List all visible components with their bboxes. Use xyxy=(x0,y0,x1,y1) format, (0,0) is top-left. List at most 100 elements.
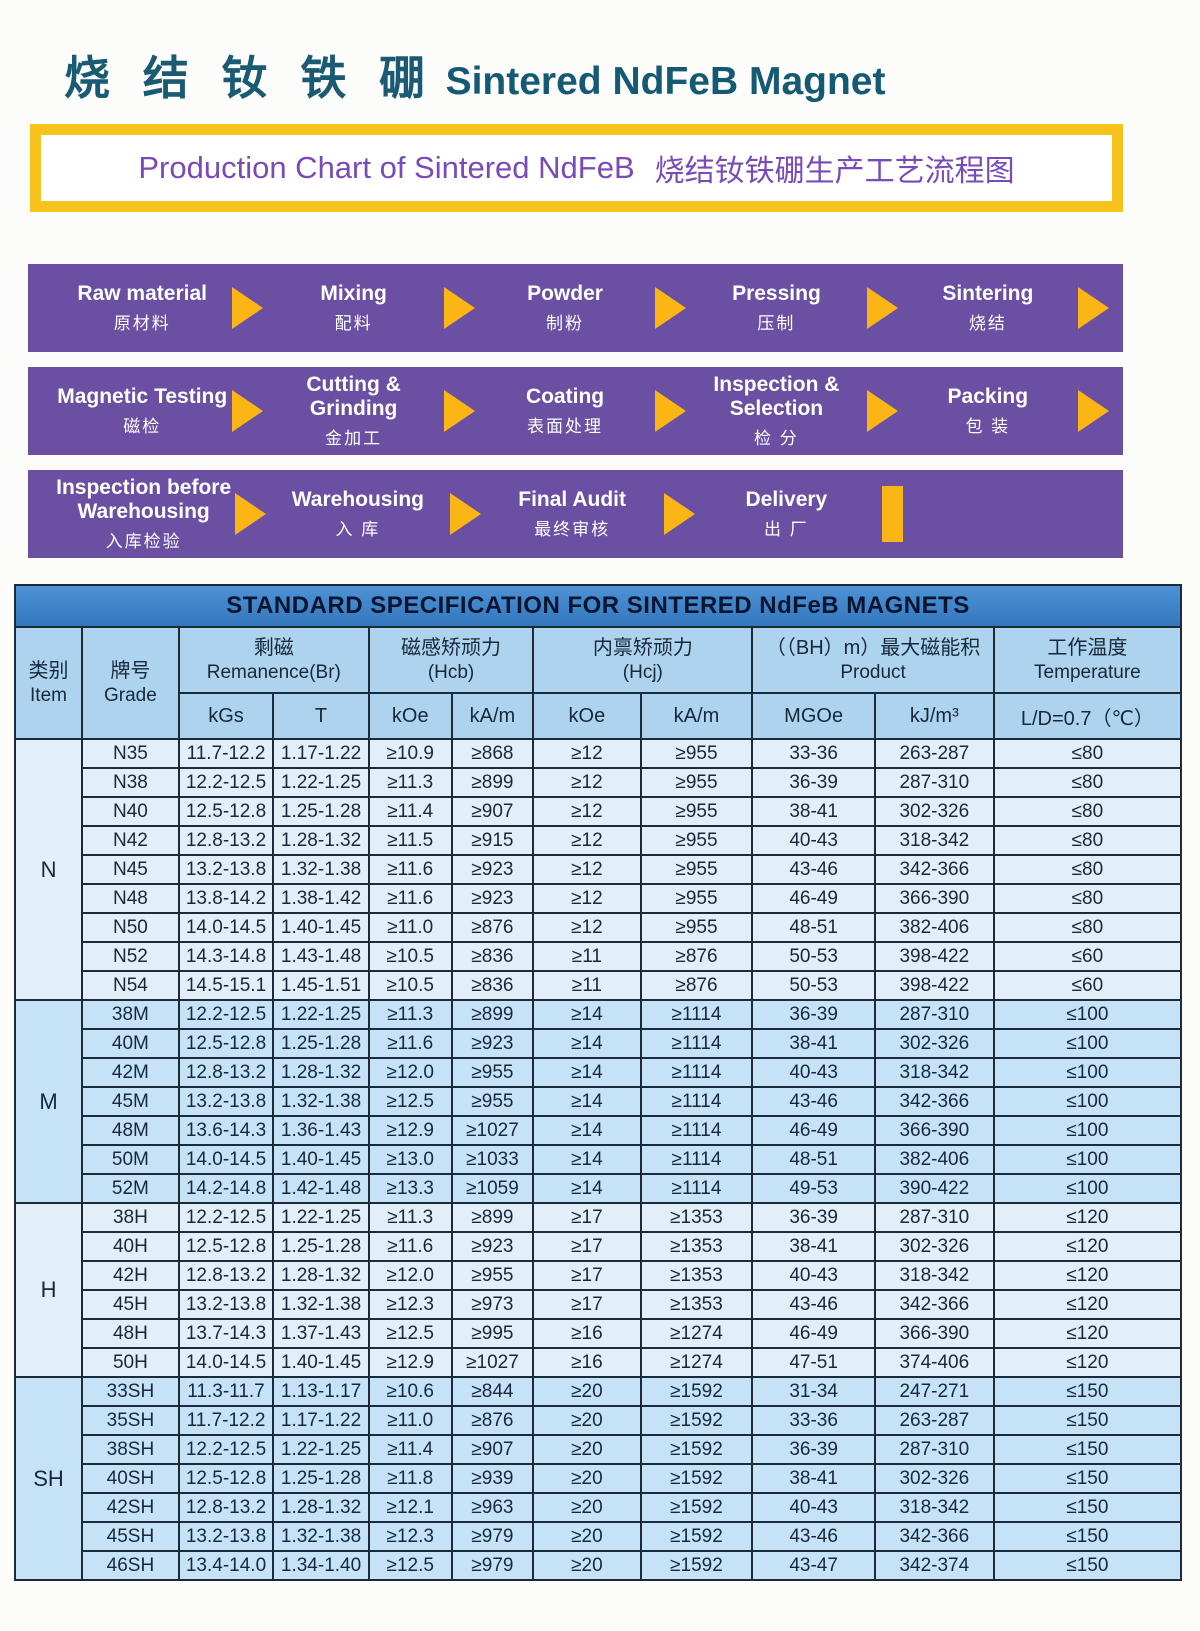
spec-table-wrap: STANDARD SPECIFICATION FOR SINTERED NdFe… xyxy=(13,584,1183,1581)
value-cell: 342-366 xyxy=(873,854,995,885)
table-row: N N35 11.7-12.2 1.17-1.22 ≥10.9 ≥868 ≥12 ≥955 33… xyxy=(13,738,1183,1001)
value-cell: 390-422 xyxy=(873,1173,995,1204)
value-cell: 13.7-14.3 xyxy=(177,1318,275,1349)
value-cell: 302-326 xyxy=(873,796,995,827)
table-row: 42M 12.8-13.2 1.28-1.32 ≥12.0 ≥955 ≥14 ≥1114 40… xyxy=(15,1057,1183,1088)
value-cell: ≥11.5 xyxy=(367,825,453,856)
value-cell: ≥876 xyxy=(450,1405,535,1436)
col-header-temperature-en: Temperature xyxy=(1034,661,1141,683)
value-cell: ≤120 xyxy=(992,1347,1183,1378)
table-row: 38SH 12.2-12.5 1.22-1.25 ≥11.4 ≥907 ≥20 ≥1592 3… xyxy=(15,1434,1183,1465)
value-cell: 1.40-1.45 xyxy=(272,1144,370,1175)
flow-step: Warehousing 入 库 xyxy=(268,488,447,541)
value-cell: ≥1592 xyxy=(639,1405,754,1436)
value-cell: 13.6-14.3 xyxy=(177,1115,275,1146)
value-cell: ≥20 xyxy=(532,1405,642,1436)
value-cell: 12.2-12.5 xyxy=(177,1434,275,1465)
value-cell: ≤120 xyxy=(992,1260,1183,1291)
grade-cell: N48 xyxy=(81,883,180,914)
value-cell: ≥955 xyxy=(450,1260,535,1291)
value-cell: ≥14 xyxy=(532,1173,642,1204)
item-group-cell: SH xyxy=(13,1376,84,1581)
table-row: 46SH 13.4-14.0 1.34-1.40 ≥12.5 ≥979 ≥20 ≥1592 4… xyxy=(15,1550,1183,1581)
value-cell: ≥1114 xyxy=(639,1028,754,1059)
flow-step-label-zh: 金加工 xyxy=(325,429,383,449)
table-row: 35SH 11.7-12.2 1.17-1.22 ≥11.0 ≥876 ≥20 ≥1592 3… xyxy=(15,1405,1183,1436)
flow-step-label-en: Final Audit xyxy=(518,487,626,511)
value-cell: 38-41 xyxy=(751,1231,876,1262)
value-cell: ≥1114 xyxy=(639,1115,754,1146)
unit-header-kjm3: kJ/m³ xyxy=(873,692,995,740)
flow-step-label-en: Packing xyxy=(947,384,1029,408)
value-cell: 1.25-1.28 xyxy=(272,1463,370,1494)
banner-title-english: Production Chart of Sintered NdFeB xyxy=(138,150,635,185)
value-cell: 12.2-12.5 xyxy=(177,999,275,1030)
value-cell: 1.17-1.22 xyxy=(272,738,370,769)
col-header-remanence-zh: 剩磁 xyxy=(253,636,294,659)
value-cell: ≥1033 xyxy=(450,1144,535,1175)
value-cell: 14.5-15.1 xyxy=(177,970,275,1001)
value-cell: ≥14 xyxy=(532,999,642,1030)
unit-header-hcb-kam: kA/m xyxy=(450,692,535,740)
value-cell: ≤150 xyxy=(992,1492,1183,1523)
value-cell: ≤150 xyxy=(992,1521,1183,1552)
value-cell: 318-342 xyxy=(873,825,995,856)
value-cell: 43-46 xyxy=(751,1289,876,1320)
value-cell: ≥955 xyxy=(639,883,754,914)
table-row: 42H 12.8-13.2 1.28-1.32 ≥12.0 ≥955 ≥17 ≥1353 40… xyxy=(15,1260,1183,1291)
value-cell: ≥14 xyxy=(532,1028,642,1059)
flow-step-label-en: Mixing xyxy=(320,281,387,305)
value-cell: 12.5-12.8 xyxy=(177,1028,275,1059)
value-cell: ≥11.4 xyxy=(367,1434,453,1465)
grade-cell: 42SH xyxy=(81,1492,180,1523)
value-cell: 36-39 xyxy=(751,999,876,1030)
value-cell: ≤150 xyxy=(992,1376,1183,1407)
value-cell: 1.22-1.25 xyxy=(272,1434,370,1465)
flow-step-label-en: Pressing xyxy=(732,281,821,305)
page-title: 烧 结 钕 铁 硼 Sintered NdFeB Magnet xyxy=(0,0,1200,108)
value-cell: 50-53 xyxy=(751,941,876,972)
table-row: N40 12.5-12.8 1.25-1.28 ≥11.4 ≥907 ≥12 ≥955 38-… xyxy=(15,796,1183,827)
value-cell: 12.2-12.5 xyxy=(177,1202,275,1233)
table-row: 48M 13.6-14.3 1.36-1.43 ≥12.9 ≥1027 ≥14 ≥1114 4… xyxy=(15,1115,1183,1146)
table-row: 45H 13.2-13.8 1.32-1.38 ≥12.3 ≥973 ≥17 ≥1353 43… xyxy=(15,1289,1183,1320)
col-header-item: 类别 Item xyxy=(13,626,84,740)
arrow-right-icon xyxy=(663,493,695,535)
value-cell: 14.0-14.5 xyxy=(177,1347,275,1378)
table-row: 40SH 12.5-12.8 1.25-1.28 ≥11.8 ≥939 ≥20 ≥1592 3… xyxy=(15,1463,1183,1494)
value-cell: 33-36 xyxy=(751,1405,876,1436)
value-cell: ≤150 xyxy=(992,1550,1183,1581)
value-cell: 1.36-1.43 xyxy=(272,1115,370,1146)
grade-cell: 33SH xyxy=(81,1376,180,1407)
flow-step-label-zh: 最终审核 xyxy=(534,520,611,540)
col-header-product-en: Product xyxy=(840,661,906,683)
value-cell: ≥1592 xyxy=(639,1492,754,1523)
value-cell: ≤120 xyxy=(992,1289,1183,1320)
value-cell: ≥12.0 xyxy=(367,1260,453,1291)
value-cell: ≥1114 xyxy=(639,1086,754,1117)
flow-step-label-zh: 表面处理 xyxy=(527,417,604,437)
grade-cell: N35 xyxy=(81,738,180,769)
value-cell: ≥11 xyxy=(532,941,642,972)
unit-header-ld: L/D=0.7（℃） xyxy=(992,692,1183,740)
grade-cell: N38 xyxy=(81,767,180,798)
grade-cell: 52M xyxy=(81,1173,180,1204)
value-cell: 38-41 xyxy=(751,1028,876,1059)
value-cell: ≥907 xyxy=(450,796,535,827)
value-cell: ≥907 xyxy=(450,1434,535,1465)
col-header-product: （（BH）m）最大磁能积 Product xyxy=(751,626,995,694)
value-cell: ≥11.8 xyxy=(367,1463,453,1494)
value-cell: 1.28-1.32 xyxy=(272,825,370,856)
value-cell: 40-43 xyxy=(751,1057,876,1088)
flow-step-label-zh: 检 分 xyxy=(754,429,799,449)
col-header-temperature: 工作温度 Temperature xyxy=(992,626,1183,694)
value-cell: ≥12 xyxy=(532,883,642,914)
table-row: N54 14.5-15.1 1.45-1.51 ≥10.5 ≥836 ≥11 ≥876 50-… xyxy=(15,970,1183,1001)
grade-cell: 38H xyxy=(81,1202,180,1233)
grade-cell: 38M xyxy=(81,999,180,1030)
value-cell: ≤100 xyxy=(992,1173,1183,1204)
value-cell: ≤150 xyxy=(992,1463,1183,1494)
value-cell: ≤80 xyxy=(992,883,1183,914)
value-cell: ≥10.9 xyxy=(367,738,453,769)
value-cell: 12.8-13.2 xyxy=(177,1492,275,1523)
